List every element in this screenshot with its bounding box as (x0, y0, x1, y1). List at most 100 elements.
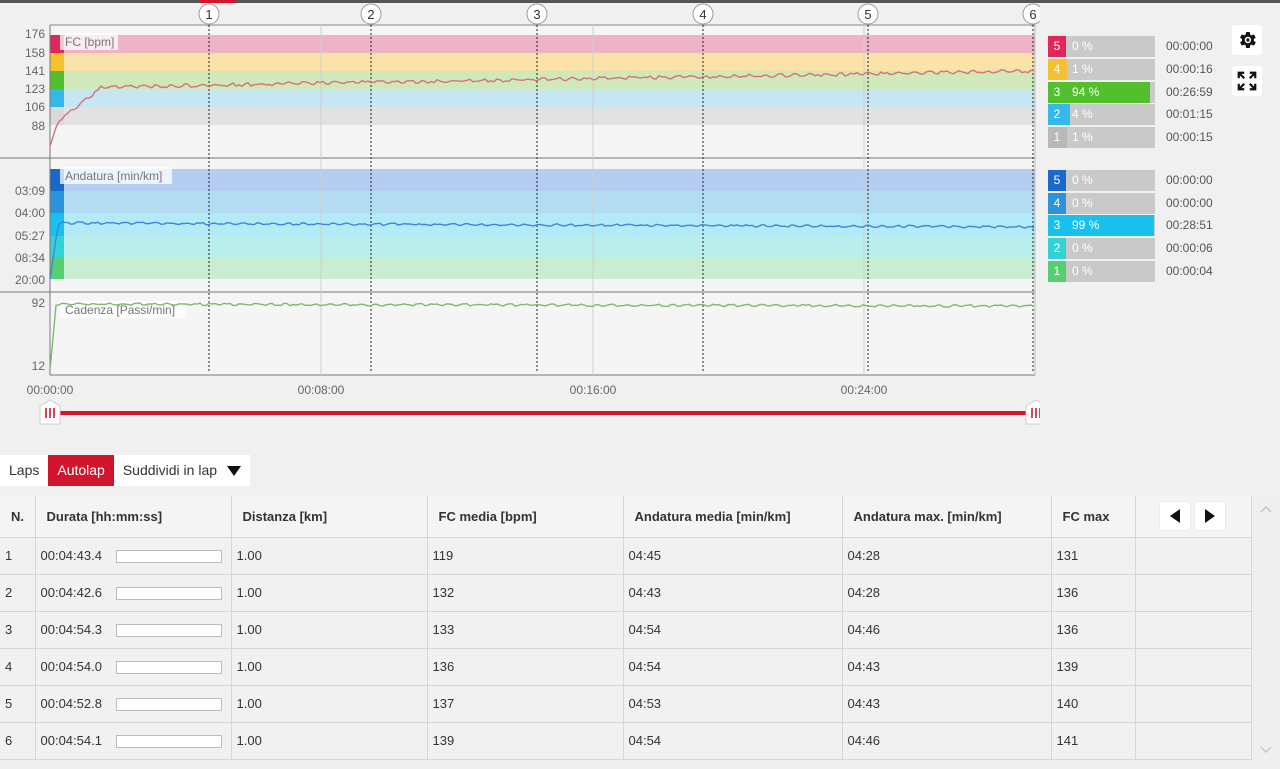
zone-percent-label: 0 % (1072, 39, 1093, 53)
column-header[interactable]: Durata [hh:mm:ss] (35, 496, 232, 538)
lap-marker-label: 6 (1029, 7, 1036, 22)
chevron-right-icon (1204, 509, 1215, 524)
tab-laps[interactable]: Laps (0, 455, 49, 486)
hr-y-tick: 106 (25, 100, 45, 114)
pace-series-line (49, 221, 1035, 280)
table-header: N. Durata [hh:mm:ss] Distanza [km] FC media… (0, 496, 1252, 538)
hr-y-tick: 141 (25, 64, 45, 78)
table-row[interactable]: 5 00:04:52.8 1.00 137 04:53 04:43 140 (0, 685, 1252, 723)
expand-icon (1237, 71, 1257, 91)
table-cell: 00:04:54.3 (35, 611, 232, 649)
column-header[interactable]: Andatura max. [min/km] (842, 496, 1052, 538)
table-cell: 3 (0, 611, 36, 649)
table-cell: 4 (0, 648, 36, 686)
pace-zone-band (50, 236, 1035, 258)
table-scrollbar[interactable] (1252, 496, 1280, 769)
tab-autolap[interactable]: Autolap (48, 455, 114, 486)
table-row[interactable]: 3 00:04:54.3 1.00 133 04:54 04:46 136 (0, 611, 1252, 649)
pace-y-tick: 05:27 (15, 229, 45, 243)
table-cell: 00:04:43.4 (35, 537, 232, 575)
pace-zone-marker (50, 191, 64, 213)
hr-zone-band (50, 53, 1035, 71)
split-laps-dropdown[interactable]: Suddividi in lap (113, 455, 250, 487)
panel-title: FC [bpm] (65, 35, 114, 49)
range-slider-end-handle[interactable] (1025, 399, 1040, 425)
zone-percent-bar: 0 % (1066, 36, 1155, 57)
hr-y-tick: 88 (32, 119, 46, 133)
zone-row: 4 0 % (1048, 193, 1155, 214)
duration-bar (115, 550, 222, 564)
table-cell: 1.00 (231, 537, 428, 575)
zone-time: 00:00:00 (1166, 39, 1213, 53)
chevron-left-icon (1169, 509, 1180, 524)
cadence-y-tick: 92 (32, 296, 46, 310)
zone-time: 00:00:00 (1166, 173, 1213, 187)
zone-percent-bar: 0 % (1066, 261, 1155, 282)
range-slider-start-handle[interactable] (39, 399, 61, 425)
zone-percent-bar: 4 % (1066, 104, 1155, 125)
hr-series-line (49, 69, 1035, 147)
table-cell: 2 (0, 574, 36, 612)
table-row[interactable]: 6 00:04:54.1 1.00 139 04:54 04:46 141 (0, 722, 1252, 760)
hr-zone-marker (50, 53, 64, 71)
hr-y-tick: 176 (25, 27, 45, 41)
zone-time: 00:00:04 (1166, 264, 1213, 278)
column-header[interactable]: FC max (1051, 496, 1136, 538)
zone-row: 3 99 % (1048, 215, 1155, 236)
zone-number: 1 (1048, 261, 1066, 282)
pace-zone-band (50, 169, 1035, 191)
panel-title-bg (60, 301, 186, 318)
zone-percent-label: 1 % (1072, 62, 1093, 76)
lap-marker-label: 2 (367, 7, 374, 22)
chevron-down-icon (226, 456, 241, 487)
pace-y-tick: 04:00 (15, 206, 45, 220)
lap-marker-label: 1 (205, 7, 212, 22)
zone-time: 00:00:06 (1166, 241, 1213, 255)
zone-time: 00:28:51 (1166, 218, 1213, 232)
zone-row: 5 0 % (1048, 170, 1155, 191)
zone-percent-fill (1066, 82, 1150, 103)
table-row[interactable]: 4 00:04:54.0 1.00 136 04:54 04:43 139 (0, 648, 1252, 686)
workout-chart[interactable]: 00:00:00 00:08:00 00:16:00 00:24:001 2 3 4 5 617… (0, 0, 1040, 430)
top-bar-accent (200, 0, 236, 3)
table-cell: 6 (0, 722, 36, 760)
settings-button[interactable] (1232, 25, 1262, 55)
lap-marker-badge (526, 3, 548, 25)
column-header[interactable]: Distanza [km] (231, 496, 428, 538)
hr-zone-band (50, 107, 1035, 125)
zone-percent-label: 4 % (1072, 107, 1093, 121)
scroll-down-icon (1260, 746, 1272, 754)
table-row[interactable]: 1 00:04:43.4 1.00 119 04:45 04:28 131 (0, 537, 1252, 575)
table-cell-empty (1135, 611, 1252, 649)
duration-bar (115, 587, 222, 601)
table-cell: 00:04:54.0 (35, 648, 232, 686)
table-cell: 04:54 (623, 722, 843, 760)
table-cell: 00:04:42.6 (35, 574, 232, 612)
table-cell: 04:54 (623, 611, 843, 649)
zone-row: 2 0 % (1048, 238, 1155, 259)
scroll-columns-right-button[interactable] (1194, 502, 1225, 531)
table-cell: 136 (1051, 611, 1136, 649)
table-cell: 119 (427, 537, 624, 575)
gear-icon (1240, 32, 1256, 48)
zone-percent-bar: 99 % (1066, 215, 1155, 236)
column-header[interactable]: N. (0, 496, 36, 538)
duration-bar (115, 624, 222, 638)
hr-zone-marker (50, 107, 64, 125)
column-header[interactable]: Andatura media [min/km] (623, 496, 843, 538)
table-cell: 04:28 (842, 537, 1052, 575)
table-cell-empty (1135, 648, 1252, 686)
fullscreen-button[interactable] (1232, 66, 1262, 96)
zone-number: 4 (1048, 193, 1066, 214)
table-row[interactable]: 2 00:04:42.6 1.00 132 04:43 04:28 136 (0, 574, 1252, 612)
scroll-columns-left-button[interactable] (1159, 502, 1190, 531)
lap-marker-badge (360, 3, 382, 25)
table-cell: 136 (1051, 574, 1136, 612)
zone-percent-bar: 0 % (1066, 193, 1155, 214)
pace-y-tick: 20:00 (15, 273, 45, 287)
table-cell: 140 (1051, 685, 1136, 723)
column-header[interactable]: FC media [bpm] (427, 496, 624, 538)
zone-number: 2 (1048, 104, 1066, 125)
zone-row: 4 1 % (1048, 59, 1155, 80)
zone-percent-label: 0 % (1072, 264, 1093, 278)
